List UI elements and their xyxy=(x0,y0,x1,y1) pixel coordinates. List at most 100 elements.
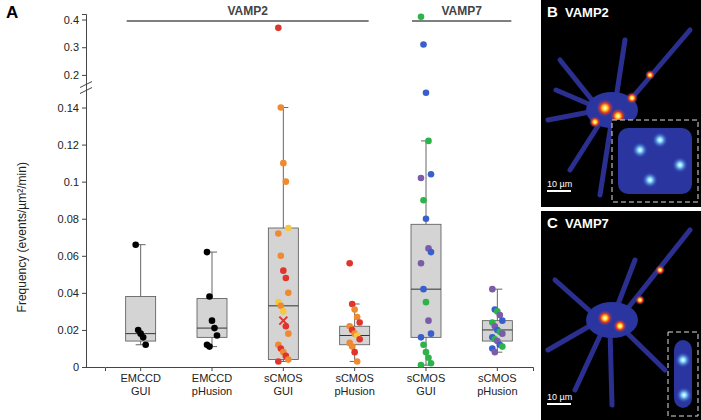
inset-spot xyxy=(632,142,648,158)
data-point xyxy=(423,89,430,96)
data-point xyxy=(283,178,290,185)
hotspot xyxy=(655,265,665,275)
data-point xyxy=(418,175,425,182)
data-point xyxy=(211,325,218,332)
y-tick-mark xyxy=(82,182,86,183)
data-point xyxy=(280,308,287,315)
y-tick-mark xyxy=(82,75,86,76)
scale-bar xyxy=(547,403,571,405)
axis-break xyxy=(80,88,92,94)
y-tick-label: 0.14 xyxy=(58,102,79,114)
y-tick: 0.1 xyxy=(64,176,86,188)
data-point xyxy=(283,275,290,282)
whisker-high xyxy=(212,252,213,298)
x-tick-mark xyxy=(497,367,498,371)
data-point xyxy=(285,225,292,232)
data-point xyxy=(428,330,435,337)
box xyxy=(268,228,298,360)
y-tick-mark xyxy=(82,108,86,109)
y-tick: 0.02 xyxy=(58,324,86,336)
panel-label: B xyxy=(547,3,558,20)
y-tick-label: 0.1 xyxy=(64,176,79,188)
box xyxy=(126,297,156,341)
data-point xyxy=(351,349,358,356)
whisker-low xyxy=(140,341,141,345)
y-tick-label: 0.2 xyxy=(64,69,79,81)
neurite xyxy=(620,30,690,112)
data-point xyxy=(420,341,427,348)
panel-label: C xyxy=(547,214,558,231)
inset-spot xyxy=(652,132,668,148)
panel-background xyxy=(541,0,701,207)
scale-bar xyxy=(547,190,571,192)
y-tick-mark xyxy=(82,367,86,368)
data-point xyxy=(132,241,139,248)
data-point xyxy=(489,286,496,293)
data-point xyxy=(425,317,432,324)
data-point xyxy=(142,341,149,348)
box xyxy=(340,326,370,345)
data-point xyxy=(354,358,361,365)
data-point xyxy=(420,197,427,204)
figure: A 0 0.02 0.04 0.06 0.08 0.1 0.12 0.14 0.2 0.3 0.4 Fr… xyxy=(0,0,701,420)
data-point xyxy=(428,171,435,178)
data-point xyxy=(285,290,292,297)
data-point xyxy=(418,260,425,267)
y-axis-title: Frequency (events/µm²/min) xyxy=(15,162,29,312)
data-point xyxy=(346,260,353,267)
data-point xyxy=(206,293,213,300)
scale-bar-label: 10 µm xyxy=(547,179,572,189)
inset-cell xyxy=(674,340,692,408)
whisker-high xyxy=(283,108,284,228)
data-point xyxy=(499,343,506,350)
data-point xyxy=(204,249,211,256)
inset-spot xyxy=(676,387,692,403)
inset xyxy=(668,332,698,416)
y-tick-label: 0.02 xyxy=(58,324,79,336)
x-tick-label: sCMOSpHusion xyxy=(477,372,517,397)
neurite xyxy=(570,115,605,170)
neurite xyxy=(610,330,612,405)
y-tick: 0.06 xyxy=(58,250,86,262)
mean-marker xyxy=(279,317,287,325)
x-tick: sCMOSpHusion xyxy=(477,367,517,397)
y-tick-label: 0.08 xyxy=(58,213,79,225)
data-point xyxy=(275,358,282,365)
hotspot xyxy=(626,92,638,104)
box-group xyxy=(197,249,227,350)
inset-spot xyxy=(675,352,691,368)
group-line xyxy=(412,20,511,22)
x-tick: sCMOSGUI xyxy=(407,367,446,397)
inset-spot xyxy=(672,157,688,173)
image-panel: CVAMP710 µm xyxy=(541,211,701,420)
panel-title: VAMP7 xyxy=(565,216,609,231)
data-point xyxy=(275,25,282,32)
neurite xyxy=(600,118,612,195)
y-tick: 0.12 xyxy=(58,139,86,151)
y-tick-mark xyxy=(82,47,86,48)
hotspot xyxy=(589,116,601,128)
x-tick-mark xyxy=(212,367,213,371)
panel-background xyxy=(541,211,701,420)
data-point xyxy=(280,160,287,167)
box-group xyxy=(268,25,298,365)
y-tick: 0.4 xyxy=(64,14,86,26)
box-group xyxy=(482,286,512,356)
x-tick-mark xyxy=(140,367,141,371)
y-tick-label: 0.3 xyxy=(64,41,79,53)
y-tick-label: 0.04 xyxy=(58,287,79,299)
axis-break xyxy=(80,82,92,88)
y-tick: 0.08 xyxy=(58,213,86,225)
panel-label: A xyxy=(6,3,18,22)
y-tick: 0 xyxy=(73,361,86,373)
data-point xyxy=(423,299,430,306)
data-point xyxy=(351,306,358,313)
data-point xyxy=(278,253,285,260)
data-point xyxy=(278,104,285,111)
data-point xyxy=(418,13,425,20)
panel-title: VAMP2 xyxy=(565,5,609,20)
x-tick: sCMOSGUI xyxy=(264,367,303,397)
whisker-high xyxy=(140,245,141,297)
data-point xyxy=(418,334,425,341)
data-point xyxy=(140,334,147,341)
